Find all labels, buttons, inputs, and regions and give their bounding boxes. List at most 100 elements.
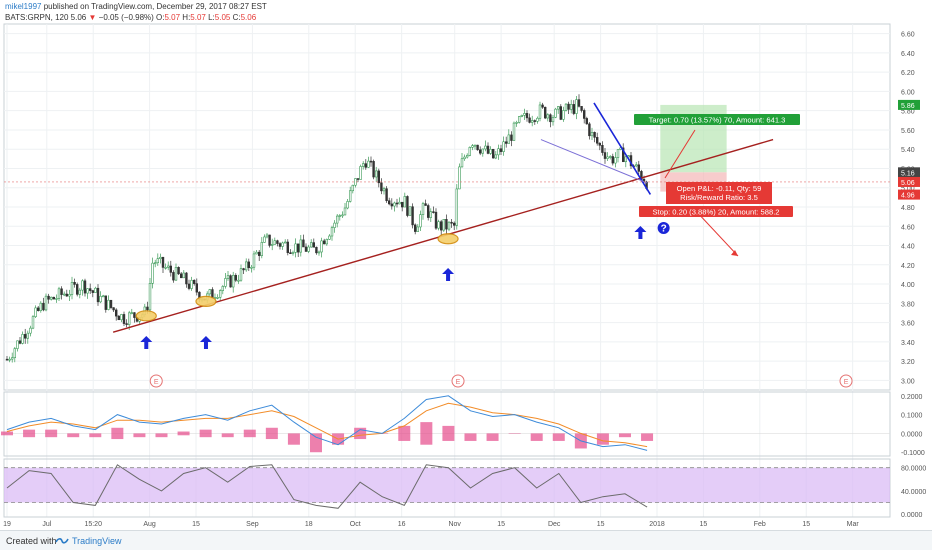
candle-body: [523, 113, 526, 116]
candle-body: [426, 205, 430, 218]
support-touch-ellipse: [135, 310, 157, 322]
candle-body: [569, 104, 573, 110]
candle-body: [8, 358, 11, 361]
candle-body: [551, 116, 555, 123]
candle-body: [112, 307, 115, 311]
macd-line: [6, 395, 648, 451]
symbol-label[interactable]: BATS:GRPN, 120: [5, 13, 69, 22]
candle-body: [281, 242, 284, 247]
macd-histogram-bar: [265, 427, 278, 440]
chart-area[interactable]: ? E E E 3.00 3.20 3.40 3.60 3.80 4.00 4.20 4.40 4.6…: [0, 0, 932, 530]
candle-body: [234, 274, 237, 281]
tradingview-brand-link[interactable]: TradingView: [72, 536, 122, 546]
candle-body: [276, 240, 279, 244]
candle-body: [601, 145, 604, 153]
rsi-tick-label: 0.0000: [901, 512, 923, 519]
candle-body: [34, 307, 37, 318]
candle-body: [510, 134, 513, 141]
price-tag-label: 5.16: [901, 170, 915, 177]
earnings-marker-label: E: [154, 379, 159, 386]
earnings-marker-label: E: [456, 379, 461, 386]
candle-body: [291, 252, 295, 254]
candle-body: [432, 211, 435, 213]
candle-body: [439, 221, 443, 231]
candle-body: [255, 251, 258, 255]
candle-body: [60, 288, 63, 295]
candle-body: [107, 299, 110, 310]
time-axis: 19 Jul 15:20 Aug 15 Sep 18 Oct 16 Nov 15 Dec 15 2018 1…: [3, 521, 859, 528]
candle-body: [445, 219, 448, 230]
candle-body: [400, 201, 404, 208]
open-label: O:: [156, 13, 165, 22]
candle-body: [263, 236, 266, 243]
candle-body: [593, 132, 596, 138]
down-arrow-icon: ▼: [88, 13, 97, 22]
candle-body: [460, 158, 464, 168]
candle-body: [536, 117, 539, 122]
candle-body: [606, 156, 609, 159]
candle-body: [49, 296, 53, 300]
price-change: −0.05 (−0.98%): [98, 13, 154, 22]
candle-body: [239, 268, 243, 281]
candle-body: [219, 290, 222, 298]
candle-body: [491, 148, 495, 159]
y-tick-label: 4.00: [901, 282, 915, 289]
candle-body: [283, 241, 287, 244]
candle-body: [180, 273, 183, 279]
candle-body: [229, 275, 232, 288]
candle-body: [564, 103, 568, 111]
username-link[interactable]: mikel1997: [5, 2, 42, 11]
y-tick-label: 3.40: [901, 340, 915, 347]
candle-body: [367, 160, 370, 168]
candle-body: [78, 289, 82, 295]
y-tick-label: 6.00: [901, 89, 915, 96]
drop-projection-line: [694, 209, 739, 257]
candle-body: [575, 99, 578, 114]
price-tag-box: [898, 167, 920, 178]
candle-body: [237, 279, 240, 282]
candle-body: [151, 262, 154, 284]
candle-body: [154, 262, 157, 265]
candle-body: [65, 293, 69, 297]
candle-body: [21, 334, 24, 344]
candle-body: [23, 334, 27, 339]
rsi-indicator: [6, 464, 648, 509]
x-tick-label: Mar: [847, 521, 860, 528]
earnings-marker-icon: [839, 374, 853, 388]
candle-body: [195, 283, 198, 293]
drawings[interactable]: ? E E E: [4, 102, 890, 388]
candle-body: [133, 312, 136, 318]
macd-histogram-bar: [464, 433, 477, 441]
earnings-marker-label: E: [844, 379, 849, 386]
candle-body: [377, 170, 380, 184]
candle-body: [499, 148, 503, 152]
candle-body: [125, 323, 128, 325]
candle-body: [611, 156, 615, 164]
y-tick-label: 4.40: [901, 244, 915, 251]
candle-body: [494, 154, 497, 159]
candle-body: [216, 297, 219, 299]
candle-body: [413, 224, 417, 232]
y-tick-label: 6.60: [901, 32, 915, 39]
symbol-info: BATS:GRPN, 120 5.06 ▼ −0.05 (−0.98%) O:5…: [5, 13, 256, 22]
question-mark-label: ?: [661, 224, 667, 235]
candle-body: [359, 166, 362, 180]
candle-body: [580, 106, 583, 111]
candle-body: [146, 306, 149, 311]
candle-body: [567, 103, 570, 110]
candle-body: [452, 222, 456, 226]
candle-body: [429, 211, 432, 218]
candle-body: [247, 261, 250, 269]
x-tick-label: Aug: [143, 521, 156, 528]
candle-body: [533, 120, 537, 122]
candle-body: [268, 234, 271, 246]
candle-body: [525, 113, 529, 119]
candle-body: [273, 240, 276, 245]
candle-body: [208, 289, 211, 295]
candle-body: [528, 117, 531, 123]
candle-body: [13, 348, 16, 359]
macd-histogram-bar: [23, 429, 36, 438]
stop-label-box: [639, 206, 793, 217]
candle-body: [164, 267, 167, 269]
candle-body: [102, 295, 105, 298]
